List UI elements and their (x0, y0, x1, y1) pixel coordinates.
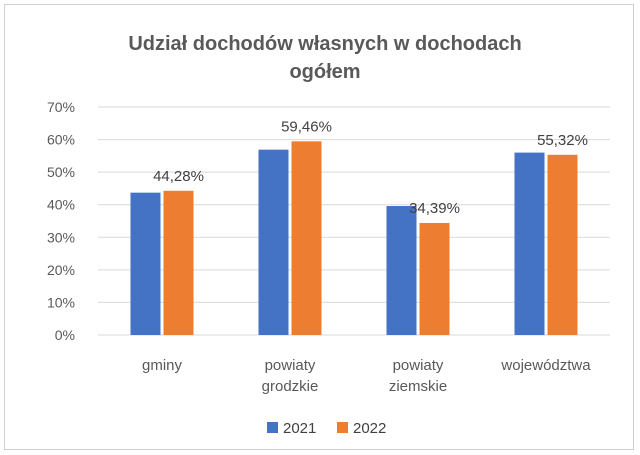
y-tick-label: 50% (47, 164, 75, 180)
y-tick-label: 0% (55, 327, 75, 343)
y-tick-label: 70% (47, 99, 75, 115)
chart-title-line-1: Udział dochodów własnych w dochodach (128, 33, 521, 55)
bar-2022 (291, 141, 322, 335)
data-label: 44,28% (153, 168, 204, 185)
bar-2022 (163, 190, 194, 335)
y-tick-label: 20% (47, 262, 75, 278)
bar-2021 (386, 206, 417, 335)
category-label: powiaty (393, 357, 444, 374)
data-label: 59,46% (281, 118, 332, 135)
category-label: ziemskie (389, 378, 447, 395)
bar-2021 (514, 152, 545, 335)
bar-2022 (419, 222, 450, 335)
category-label: gminy (142, 357, 183, 374)
bar-2021 (130, 192, 161, 335)
y-tick-label: 10% (47, 294, 75, 310)
legend-label-2022: 2022 (353, 420, 386, 437)
category-label: powiaty (265, 357, 316, 374)
chart-title-line-2: ogółem (289, 61, 360, 83)
y-tick-label: 40% (47, 197, 75, 213)
data-label: 34,39% (409, 200, 460, 217)
legend-swatch-2021 (267, 422, 278, 433)
y-tick-label: 60% (47, 132, 75, 148)
data-label: 55,32% (537, 132, 588, 149)
bar-2022 (547, 154, 578, 335)
legend-swatch-2022 (337, 422, 348, 433)
legend-label-2021: 2021 (283, 420, 316, 437)
bar-2021 (258, 149, 289, 335)
category-label: grodzkie (262, 378, 319, 395)
category-label: województwa (500, 357, 591, 374)
y-tick-label: 30% (47, 229, 75, 245)
